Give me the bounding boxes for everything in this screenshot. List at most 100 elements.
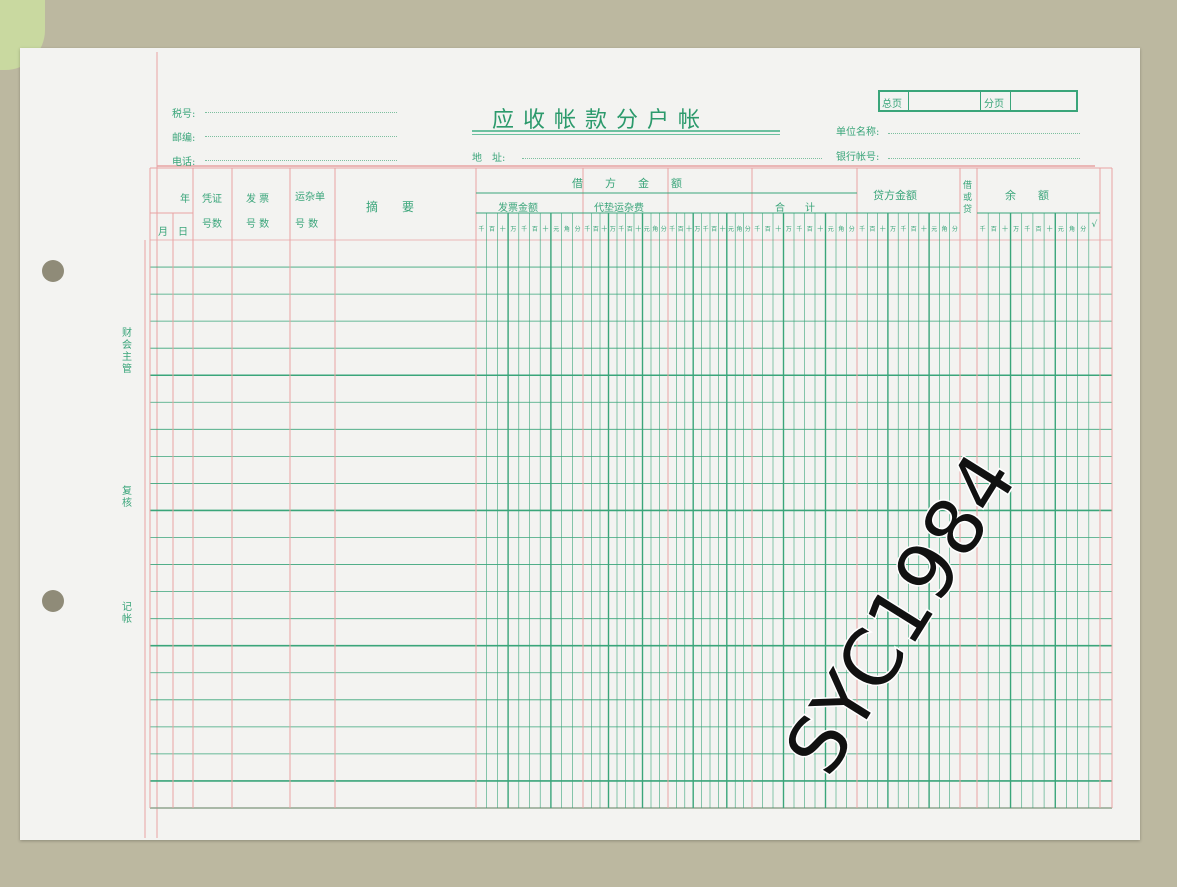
side-label-supervisor: 财会主管	[122, 328, 132, 375]
header-month: 月	[158, 227, 168, 238]
digit-label: 元	[931, 226, 938, 233]
digit-label: 元	[727, 226, 734, 233]
digit-label: 分	[1080, 226, 1087, 233]
digit-label: 元	[827, 226, 834, 233]
digit-label: 十	[499, 226, 506, 233]
header-day: 日	[178, 227, 188, 238]
digit-label: 十	[920, 226, 927, 233]
page-number-box: 总页 分页	[878, 90, 1078, 112]
tax-no-field[interactable]	[205, 112, 397, 113]
digit-label: 千	[618, 226, 625, 233]
phone-label: 电话:	[172, 157, 196, 168]
digit-label: 千	[669, 226, 676, 233]
digit-label: 万	[510, 226, 517, 233]
digit-label: 万	[785, 226, 792, 233]
digit-label: 分	[848, 226, 855, 233]
unit-name-label: 单位名称:	[836, 127, 880, 138]
digit-label: 百	[869, 226, 876, 233]
header-freight-advance: 代垫运杂费	[594, 203, 644, 214]
digit-label: 分	[660, 226, 667, 233]
address-label: 地 址:	[472, 153, 506, 164]
header-voucher-1: 凭证	[202, 194, 222, 205]
header-summary: 摘 要	[366, 200, 415, 214]
digit-label: 角	[1069, 226, 1076, 233]
header-invoice-2: 号 数	[246, 219, 270, 230]
digit-label: 百	[990, 226, 997, 233]
side-label-bookkeeping: 记帐	[122, 602, 132, 625]
digit-label: 分	[951, 226, 958, 233]
digit-label: 角	[736, 226, 743, 233]
digit-label: 角	[563, 226, 570, 233]
digit-label: 百	[910, 226, 917, 233]
digit-label: 分	[744, 226, 751, 233]
header-credit: 贷方金额	[873, 189, 917, 202]
header-freight-1: 运杂单	[295, 192, 325, 203]
digit-label: 千	[979, 226, 986, 233]
digit-label: 十	[719, 226, 726, 233]
digit-label: 十	[601, 226, 608, 233]
header-year: 年	[180, 194, 190, 205]
total-pages-label: 总页	[882, 99, 902, 110]
digit-label: 万	[1013, 226, 1020, 233]
digit-label: 百	[531, 226, 538, 233]
digit-label: 千	[521, 226, 528, 233]
digit-label: 百	[489, 226, 496, 233]
header-debit: 借 方 金 额	[572, 177, 682, 190]
sub-page-label: 分页	[984, 99, 1004, 110]
punch-hole	[42, 590, 64, 612]
digit-label: 十	[817, 226, 824, 233]
check-mark-label: √	[1091, 220, 1098, 230]
header-voucher-2: 号数	[202, 219, 222, 230]
title-underline	[472, 134, 780, 135]
phone-field[interactable]	[205, 160, 397, 161]
digit-label: 百	[806, 226, 813, 233]
bank-account-label: 银行帐号:	[836, 152, 880, 163]
side-label-review: 复核	[122, 486, 132, 509]
digit-label: 千	[859, 226, 866, 233]
digit-label: 千	[702, 226, 709, 233]
title-underline	[472, 130, 780, 132]
digit-label: 百	[711, 226, 718, 233]
digit-label: 十	[685, 226, 692, 233]
digit-label: 十	[1046, 226, 1053, 233]
digit-label: 元	[643, 226, 650, 233]
header-balance: 余 额	[1005, 189, 1049, 202]
digit-label: 千	[478, 226, 485, 233]
ledger-paper	[20, 48, 1140, 840]
digit-label: 万	[609, 226, 616, 233]
header-total: 合 计	[775, 203, 815, 214]
digit-label: 元	[1057, 226, 1064, 233]
digit-label: 角	[941, 226, 948, 233]
digit-label: 千	[796, 226, 803, 233]
digit-label: 十	[775, 226, 782, 233]
digit-label: 十	[1001, 226, 1008, 233]
unit-name-field[interactable]	[888, 133, 1080, 134]
header-invoice-amount: 发票金额	[498, 203, 538, 214]
digit-label: 十	[635, 226, 642, 233]
digit-label: 千	[754, 226, 761, 233]
bank-account-field[interactable]	[888, 158, 1080, 159]
digit-label: 百	[592, 226, 599, 233]
header-debit-or-credit: 借或贷	[963, 181, 973, 215]
digit-label: 万	[890, 226, 897, 233]
digit-label: 百	[626, 226, 633, 233]
digit-label: 百	[764, 226, 771, 233]
postcode-field[interactable]	[205, 136, 397, 137]
digit-label: 千	[584, 226, 591, 233]
digit-label: 万	[694, 226, 701, 233]
digit-label: 分	[574, 226, 581, 233]
digit-label: 角	[838, 226, 845, 233]
digit-label: 千	[1024, 226, 1031, 233]
form-title: 应收帐款分户帐	[492, 108, 710, 133]
punch-hole	[42, 260, 64, 282]
digit-label: 百	[1035, 226, 1042, 233]
digit-label: 元	[553, 226, 560, 233]
digit-label: 十	[879, 226, 886, 233]
address-field[interactable]	[522, 158, 822, 159]
digit-label: 十	[542, 226, 549, 233]
header-invoice-1: 发 票	[246, 194, 270, 205]
digit-label: 百	[677, 226, 684, 233]
tax-no-label: 税号:	[172, 109, 196, 120]
header-freight-2: 号 数	[295, 219, 319, 230]
